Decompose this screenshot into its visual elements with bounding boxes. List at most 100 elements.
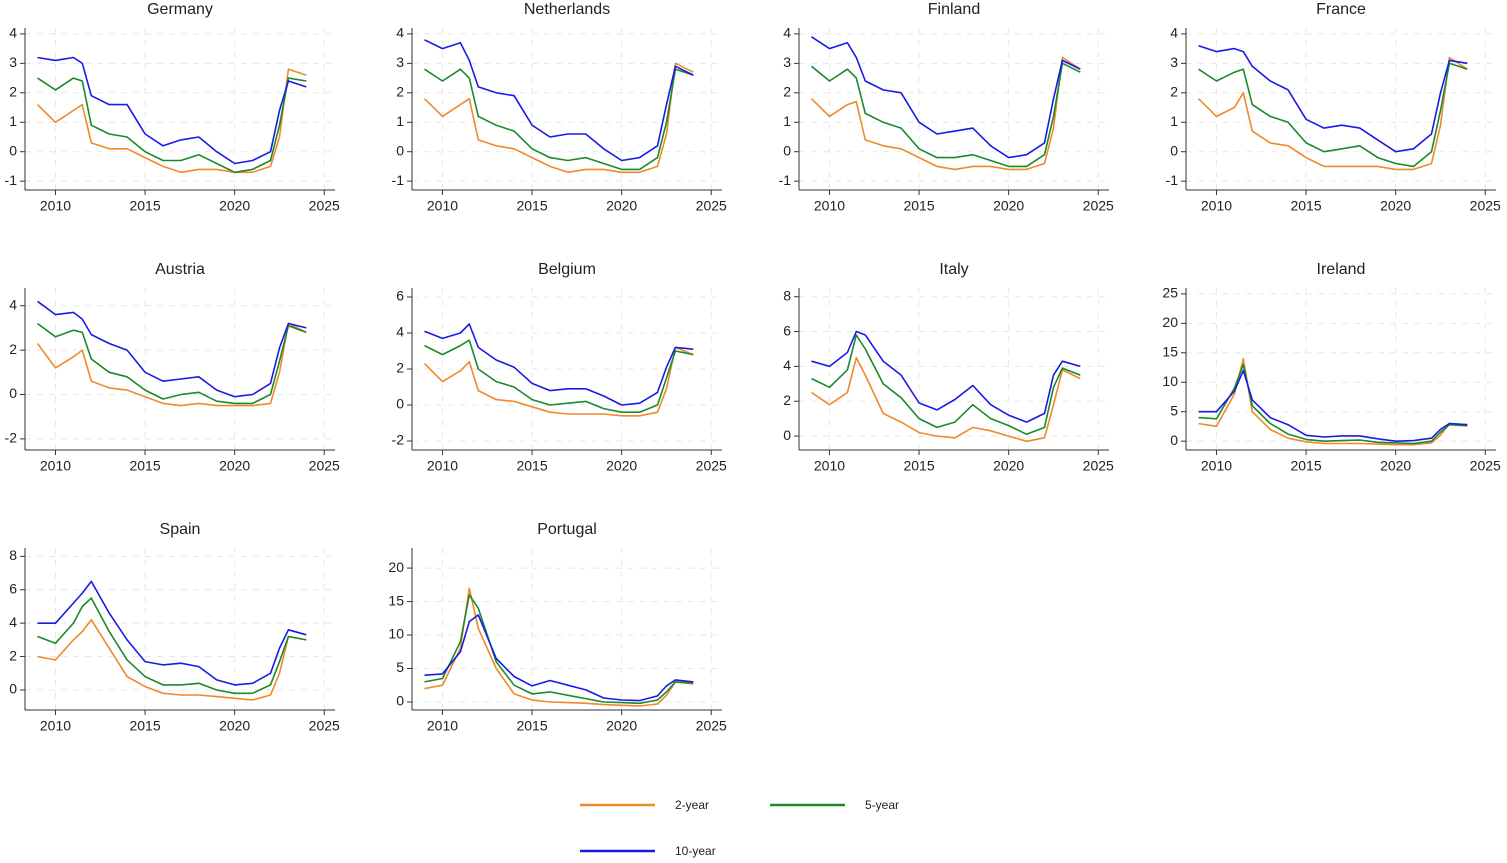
series-line	[37, 56, 307, 165]
y-tick-label: 4	[783, 25, 791, 41]
y-tick-label: 4	[9, 25, 17, 41]
series-line	[36, 322, 307, 407]
x-tick-label: 2015	[903, 198, 934, 214]
x-tick-label: 2010	[814, 198, 845, 214]
legend-label: 5-year	[865, 798, 899, 812]
y-tick-label: 6	[396, 288, 404, 304]
panel: France -1 0 1 2 3 4 2010 2015 2020 2025	[1166, 1, 1501, 213]
x-tick-label: 2020	[606, 718, 637, 734]
x-tick-label: 2015	[129, 718, 160, 734]
series-line	[37, 322, 307, 405]
x-tick-label: 2025	[309, 718, 340, 734]
panel-title: Austria	[155, 261, 205, 278]
panel: Portugal 0 5 10 15 20 2010 2015 2020 2025	[388, 521, 727, 733]
y-tick-label: 0	[396, 396, 404, 412]
series-line	[811, 36, 1081, 159]
y-tick-label: 0	[783, 427, 791, 443]
x-tick-label: 2010	[814, 458, 845, 474]
x-tick-label: 2015	[516, 458, 547, 474]
y-tick-label: 0	[9, 681, 17, 697]
series-line	[37, 77, 307, 174]
x-tick-label: 2010	[40, 198, 71, 214]
y-tick-label: 3	[1170, 54, 1178, 70]
x-tick-label: 2025	[696, 718, 727, 734]
y-tick-label: 4	[1170, 25, 1178, 41]
x-tick-label: 2020	[219, 198, 250, 214]
panel-title: Netherlands	[524, 1, 610, 18]
x-tick-label: 2015	[129, 198, 160, 214]
y-tick-label: 20	[1162, 314, 1178, 330]
series-line	[1198, 369, 1468, 442]
y-tick-label: 1	[396, 113, 404, 129]
x-tick-label: 2015	[516, 718, 547, 734]
panel-title: Belgium	[538, 261, 596, 278]
y-tick-label: 0	[1170, 432, 1178, 448]
y-tick-label: 4	[396, 25, 404, 41]
series-line	[37, 300, 307, 398]
x-tick-label: 2010	[427, 458, 458, 474]
panel-title: France	[1316, 1, 1366, 18]
panel: Finland -1 0 1 2 3 4 2010 2015 2020 2025	[779, 1, 1114, 213]
series-line	[37, 597, 307, 695]
series-line	[424, 323, 694, 406]
y-tick-label: -2	[5, 430, 18, 446]
y-tick-label: 1	[9, 113, 17, 129]
y-tick-label: -1	[779, 172, 792, 188]
y-tick-label: 2	[1170, 84, 1178, 100]
series-line	[37, 619, 307, 701]
series-line	[811, 334, 1081, 436]
y-tick-label: -1	[5, 172, 18, 188]
x-tick-label: 2020	[993, 458, 1024, 474]
y-tick-label: 4	[9, 296, 17, 312]
series-line	[424, 614, 694, 702]
x-tick-label: 2025	[696, 458, 727, 474]
y-tick-label: 6	[9, 580, 17, 596]
panel: Austria -2 0 2 4 2010 2015 2020 2025	[5, 261, 340, 473]
x-tick-label: 2020	[219, 458, 250, 474]
y-tick-label: 10	[388, 626, 404, 642]
series-line	[811, 330, 1081, 423]
panel: Netherlands -1 0 1 2 3 4 2010 2015 2020 2025	[392, 1, 727, 213]
series-line	[424, 594, 694, 705]
y-tick-label: 1	[783, 113, 791, 129]
y-tick-label: 0	[1170, 142, 1178, 158]
panel-title: Spain	[160, 521, 201, 538]
x-tick-label: 2025	[1470, 198, 1501, 214]
x-tick-label: 2025	[1083, 458, 1114, 474]
x-tick-label: 2015	[516, 198, 547, 214]
x-tick-label: 2015	[1290, 198, 1321, 214]
series-line	[1198, 62, 1468, 168]
y-tick-label: -1	[1166, 172, 1179, 188]
panel: Spain 0 2 4 6 8 2010 2015 2020 2025	[9, 521, 340, 733]
legend: 2-year 5-year 10-year	[580, 798, 899, 858]
x-tick-label: 2025	[309, 458, 340, 474]
y-tick-label: 8	[9, 547, 17, 563]
panel: Italy 0 2 4 6 8 2010 2015 2020 2025	[783, 261, 1114, 473]
panel-title: Italy	[939, 261, 968, 278]
y-tick-label: 2	[9, 341, 17, 357]
y-tick-label: 4	[9, 614, 17, 630]
y-tick-label: 0	[396, 693, 404, 709]
x-tick-label: 2015	[129, 458, 160, 474]
x-tick-label: 2025	[696, 198, 727, 214]
x-tick-label: 2010	[1201, 458, 1232, 474]
series-line	[1198, 357, 1468, 446]
y-tick-label: 8	[783, 287, 791, 303]
y-tick-label: 4	[783, 357, 791, 373]
y-tick-label: 20	[388, 559, 404, 575]
x-tick-label: 2010	[427, 718, 458, 734]
series-line	[37, 580, 307, 686]
legend-label: 10-year	[675, 844, 716, 858]
series-line	[423, 62, 694, 174]
series-line	[424, 339, 694, 413]
x-tick-label: 2010	[427, 198, 458, 214]
y-tick-label: 15	[388, 592, 404, 608]
y-tick-label: 25	[1162, 285, 1178, 301]
y-tick-label: 0	[396, 142, 404, 158]
y-tick-label: -1	[392, 172, 405, 188]
y-tick-label: 2	[9, 647, 17, 663]
x-tick-label: 2020	[606, 458, 637, 474]
y-tick-label: 2	[396, 360, 404, 376]
y-tick-label: 2	[396, 84, 404, 100]
